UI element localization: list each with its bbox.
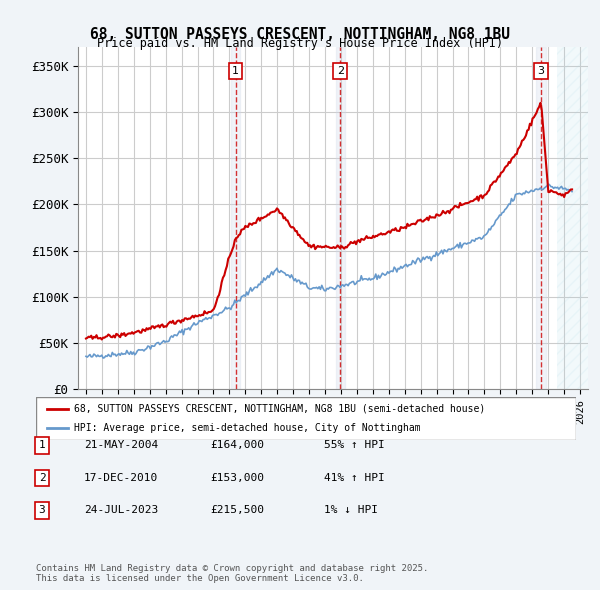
Text: 3: 3 — [38, 506, 46, 515]
Text: 17-DEC-2010: 17-DEC-2010 — [84, 473, 158, 483]
Text: 2: 2 — [38, 473, 46, 483]
Text: 1: 1 — [38, 441, 46, 450]
Bar — [536, 47, 546, 389]
Text: Price paid vs. HM Land Registry's House Price Index (HPI): Price paid vs. HM Land Registry's House … — [97, 37, 503, 50]
Bar — [231, 47, 241, 389]
Text: £153,000: £153,000 — [210, 473, 264, 483]
Text: Contains HM Land Registry data © Crown copyright and database right 2025.
This d: Contains HM Land Registry data © Crown c… — [36, 563, 428, 583]
Bar — [335, 47, 345, 389]
Text: 1% ↓ HPI: 1% ↓ HPI — [324, 506, 378, 515]
Text: 68, SUTTON PASSEYS CRESCENT, NOTTINGHAM, NG8 1BU: 68, SUTTON PASSEYS CRESCENT, NOTTINGHAM,… — [90, 27, 510, 41]
Text: 41% ↑ HPI: 41% ↑ HPI — [324, 473, 385, 483]
Text: 68, SUTTON PASSEYS CRESCENT, NOTTINGHAM, NG8 1BU (semi-detached house): 68, SUTTON PASSEYS CRESCENT, NOTTINGHAM,… — [74, 404, 485, 414]
Text: 1: 1 — [232, 66, 239, 76]
Text: £164,000: £164,000 — [210, 441, 264, 450]
Text: 24-JUL-2023: 24-JUL-2023 — [84, 506, 158, 515]
Text: 55% ↑ HPI: 55% ↑ HPI — [324, 441, 385, 450]
Text: 2: 2 — [337, 66, 344, 76]
Text: HPI: Average price, semi-detached house, City of Nottingham: HPI: Average price, semi-detached house,… — [74, 422, 421, 432]
Text: 3: 3 — [538, 66, 545, 76]
Text: 21-MAY-2004: 21-MAY-2004 — [84, 441, 158, 450]
Text: £215,500: £215,500 — [210, 506, 264, 515]
Bar — [557, 47, 588, 389]
